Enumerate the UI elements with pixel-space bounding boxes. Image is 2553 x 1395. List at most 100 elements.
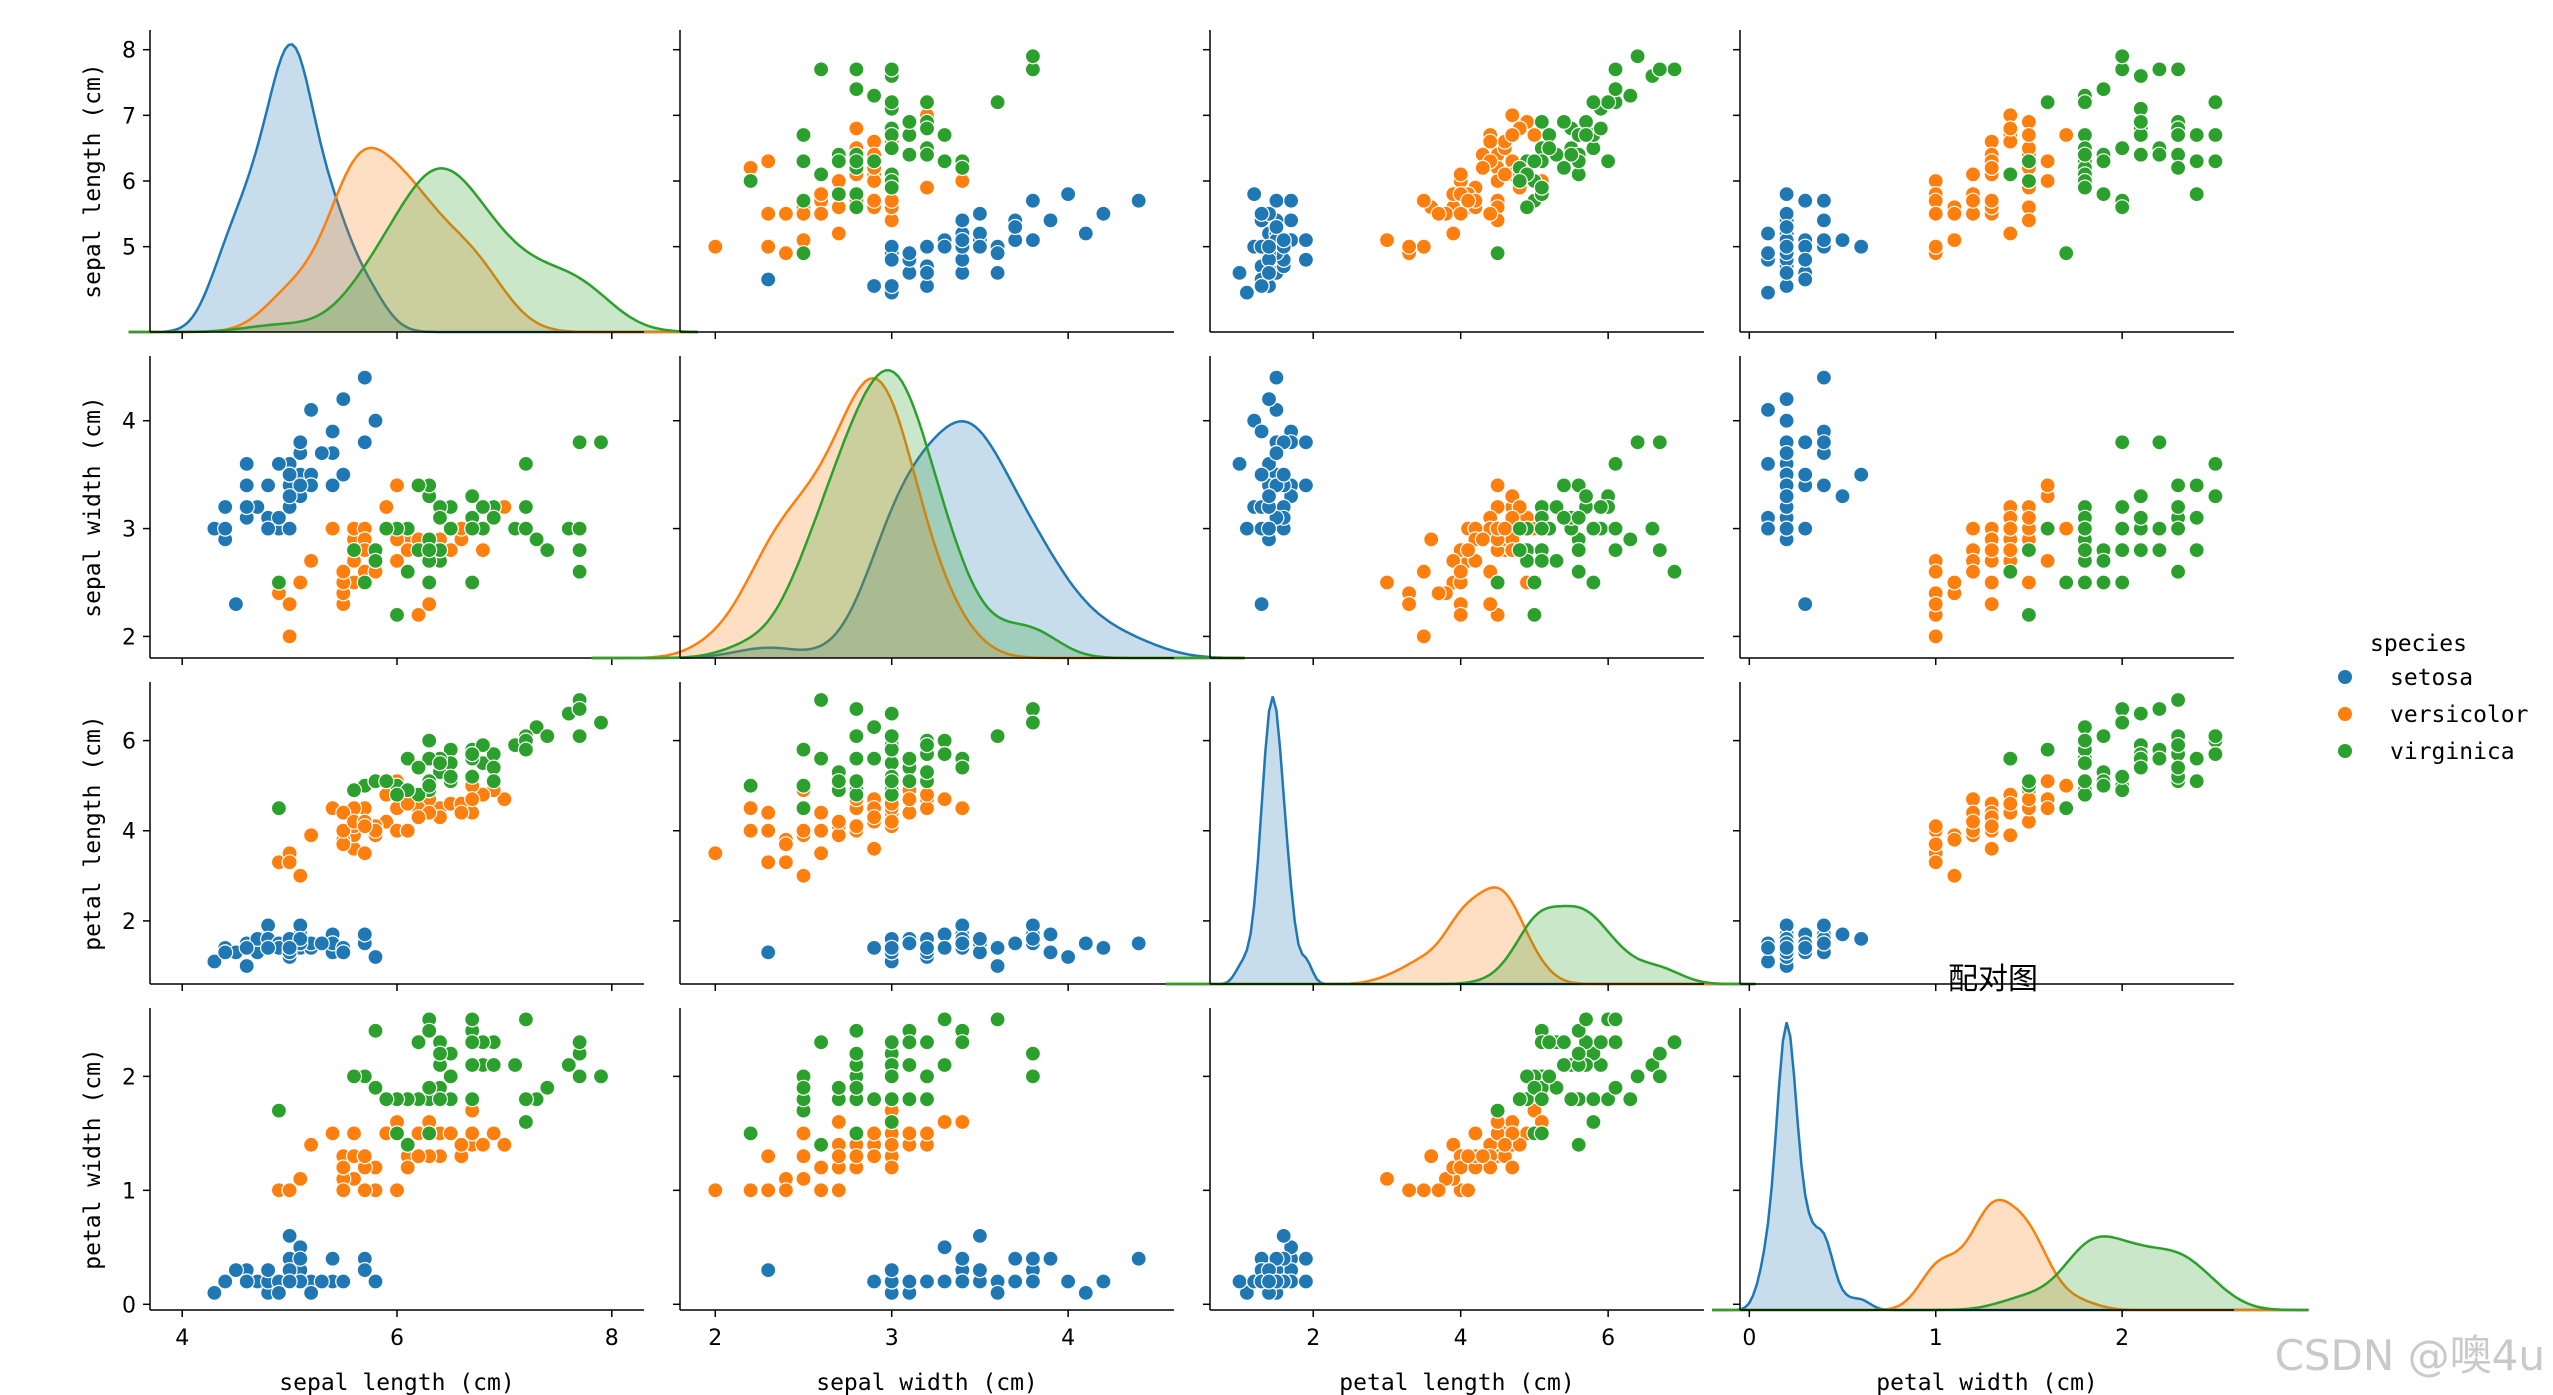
point-versicolor-22 (1452, 166, 1469, 183)
point-versicolor-34 (2039, 773, 2056, 790)
point-versicolor-49 (1378, 574, 1396, 591)
point-virginica-47 (795, 1079, 812, 1096)
point-virginica-8 (528, 718, 545, 736)
y-tick-label: 7 (122, 104, 136, 129)
point-versicolor-38 (760, 153, 777, 170)
point-virginica-15 (367, 1022, 384, 1039)
point-versicolor-50 (1983, 541, 2000, 559)
point-virginica-26 (1599, 94, 1617, 111)
point-virginica-43 (367, 1079, 384, 1096)
point-virginica-49 (954, 159, 971, 176)
point-virginica-27 (2076, 541, 2093, 559)
point-virginica-49 (1555, 1034, 1573, 1051)
point-versicolor-44 (760, 1182, 777, 1199)
point-virginica-32 (1024, 48, 1042, 65)
point-versicolor-50 (1459, 192, 1477, 209)
point-virginica-6 (1644, 520, 1661, 537)
point-setosa-48 (1778, 264, 1795, 281)
panel-r2-c1 (673, 682, 1174, 991)
panel-r2-c3 (1733, 682, 2234, 991)
point-virginica-6 (2132, 67, 2149, 85)
point-versicolor-37 (464, 1125, 481, 1142)
point-setosa-49 (313, 1273, 330, 1290)
point-versicolor-43 (812, 186, 830, 203)
point-virginica-44 (474, 736, 491, 754)
point-versicolor-11 (707, 238, 724, 255)
point-virginica-32 (592, 434, 610, 451)
point-versicolor-44 (1927, 854, 1944, 871)
point-virginica-19 (812, 691, 830, 709)
kde-fill-setosa-sepal-length-cm (128, 44, 698, 333)
point-virginica-48 (1541, 140, 1558, 157)
kde-fill-versicolor-sepal-width-cm (591, 378, 1245, 658)
point-virginica-32 (1629, 1068, 1646, 1085)
point-virginica-20 (2020, 606, 2038, 624)
point-virginica-30 (517, 1113, 535, 1131)
point-virginica-6 (560, 1056, 577, 1074)
panel-r1-c0: 2 3 4 (122, 356, 644, 665)
point-virginica-38 (901, 1091, 918, 1108)
point-versicolor-49 (795, 1170, 812, 1188)
point-setosa-42 (1797, 595, 1814, 613)
point-virginica-49 (410, 477, 427, 494)
point-versicolor-15 (865, 840, 883, 857)
panel-r3-c3: 0 1 2 (1712, 1008, 2309, 1351)
point-virginica-15 (2188, 186, 2205, 203)
point-versicolor-46 (1964, 813, 1982, 830)
x-tick-label: 2 (2115, 1326, 2129, 1351)
point-versicolor-37 (1504, 126, 1521, 144)
point-virginica-39 (1511, 1091, 1528, 1108)
point-versicolor-44 (1400, 1182, 1418, 1199)
point-setosa-25 (260, 477, 277, 494)
point-versicolor-37 (2020, 791, 2038, 808)
point-setosa-23 (238, 455, 255, 472)
point-virginica-50 (378, 520, 395, 537)
point-setosa-45 (1297, 434, 1315, 451)
point-virginica-46 (2170, 126, 2187, 144)
point-virginica-10 (989, 1011, 1006, 1028)
point-virginica-26 (918, 1091, 936, 1108)
point-setosa-24 (1834, 926, 1851, 943)
point-versicolor-43 (1964, 563, 1982, 580)
point-virginica-50 (1533, 520, 1550, 537)
point-virginica-39 (2076, 786, 2093, 803)
point-virginica-19 (1666, 563, 1683, 580)
point-versicolor-2 (918, 800, 936, 817)
panel-r0-c3 (1733, 30, 2234, 339)
point-versicolor-40 (795, 1148, 812, 1165)
point-setosa-43 (217, 498, 234, 516)
point-virginica-35 (1570, 563, 1587, 580)
point-virginica-48 (883, 140, 900, 157)
pairplot-panels: 5 6 7 8 2 3 4 2 4 6 4 6 8 0 1 2 2 3 4 2 4 6 0 1 2 sepal length (c… (80, 30, 2309, 1395)
point-versicolor-4 (760, 205, 777, 222)
point-virginica-10 (517, 455, 535, 472)
point-virginica-50 (1533, 1091, 1550, 1108)
point-virginica-44 (918, 120, 936, 137)
point-versicolor-50 (1459, 1148, 1477, 1165)
point-versicolor-44 (760, 854, 777, 871)
point-setosa-47 (1024, 1273, 1042, 1290)
point-setosa-45 (1815, 917, 1833, 934)
point-virginica-23 (2114, 700, 2131, 718)
point-setosa-45 (292, 1250, 309, 1267)
point-virginica-33 (2151, 541, 2168, 559)
point-virginica-7 (795, 245, 812, 262)
point-virginica-49 (410, 759, 427, 776)
point-virginica-18 (571, 434, 588, 451)
point-versicolor-44 (1927, 595, 1944, 613)
point-setosa-32 (324, 477, 341, 494)
point-versicolor-7 (936, 791, 953, 808)
point-virginica-36 (1607, 61, 1624, 78)
point-virginica-18 (1024, 1045, 1042, 1062)
point-setosa-40 (954, 1273, 971, 1290)
point-virginica-44 (918, 736, 936, 754)
point-virginica-46 (464, 520, 481, 537)
point-virginica-41 (2188, 509, 2205, 526)
point-versicolor-26 (453, 1136, 470, 1153)
point-setosa-50 (1778, 939, 1795, 957)
point-setosa-35 (270, 509, 287, 526)
point-setosa-33 (1759, 401, 1777, 418)
y-tick-label: 1 (122, 1179, 136, 1204)
point-versicolor-22 (399, 822, 416, 839)
point-versicolor-42 (1496, 520, 1514, 537)
